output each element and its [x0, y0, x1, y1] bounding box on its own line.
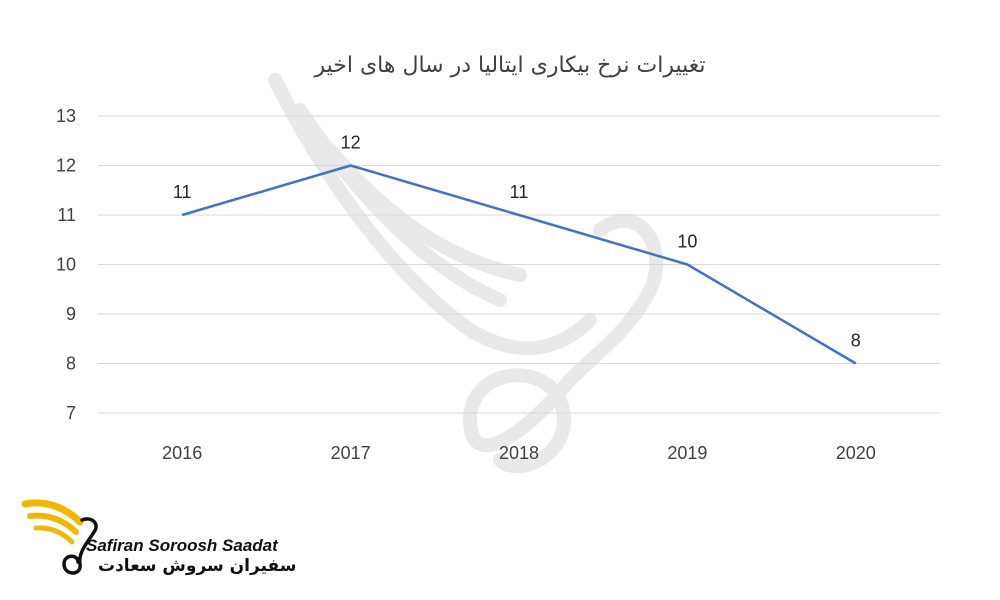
y-tick-label: 13 [56, 106, 76, 126]
x-tick-label: 2019 [667, 443, 707, 463]
y-tick-label: 7 [66, 403, 76, 423]
y-tick-label: 11 [57, 205, 76, 225]
y-tick-label: 10 [56, 255, 76, 275]
series-layer [181, 164, 857, 365]
x-tick-label: 2018 [499, 443, 539, 463]
data-label: 11 [173, 182, 192, 202]
data-label: 12 [341, 133, 361, 153]
data-labels: 11 12 11 10 8 [173, 133, 861, 351]
x-tick-label: 2017 [331, 443, 371, 463]
y-tick-label: 8 [66, 354, 76, 374]
chart-title: تغییرات نرخ بیکاری ایتالیا در سال های اخ… [313, 53, 705, 78]
logo-wing-icon [21, 499, 98, 575]
watermark-bird-icon [268, 73, 664, 474]
logo-name-fa: سفیران سروش سعادت [98, 556, 297, 576]
x-axis: 2016 2017 2018 2019 2020 [162, 443, 876, 463]
data-label: 11 [510, 182, 529, 202]
y-axis: 7 8 9 10 11 12 13 [56, 106, 76, 423]
company-logo [21, 499, 98, 575]
x-tick-label: 2020 [836, 443, 876, 463]
logo-name-en: Safiran Soroosh Saadat [86, 536, 278, 555]
data-label: 10 [677, 232, 697, 252]
data-label: 8 [851, 331, 861, 351]
y-tick-label: 9 [66, 304, 76, 324]
y-tick-label: 12 [56, 156, 76, 176]
x-tick-label: 2016 [162, 443, 202, 463]
